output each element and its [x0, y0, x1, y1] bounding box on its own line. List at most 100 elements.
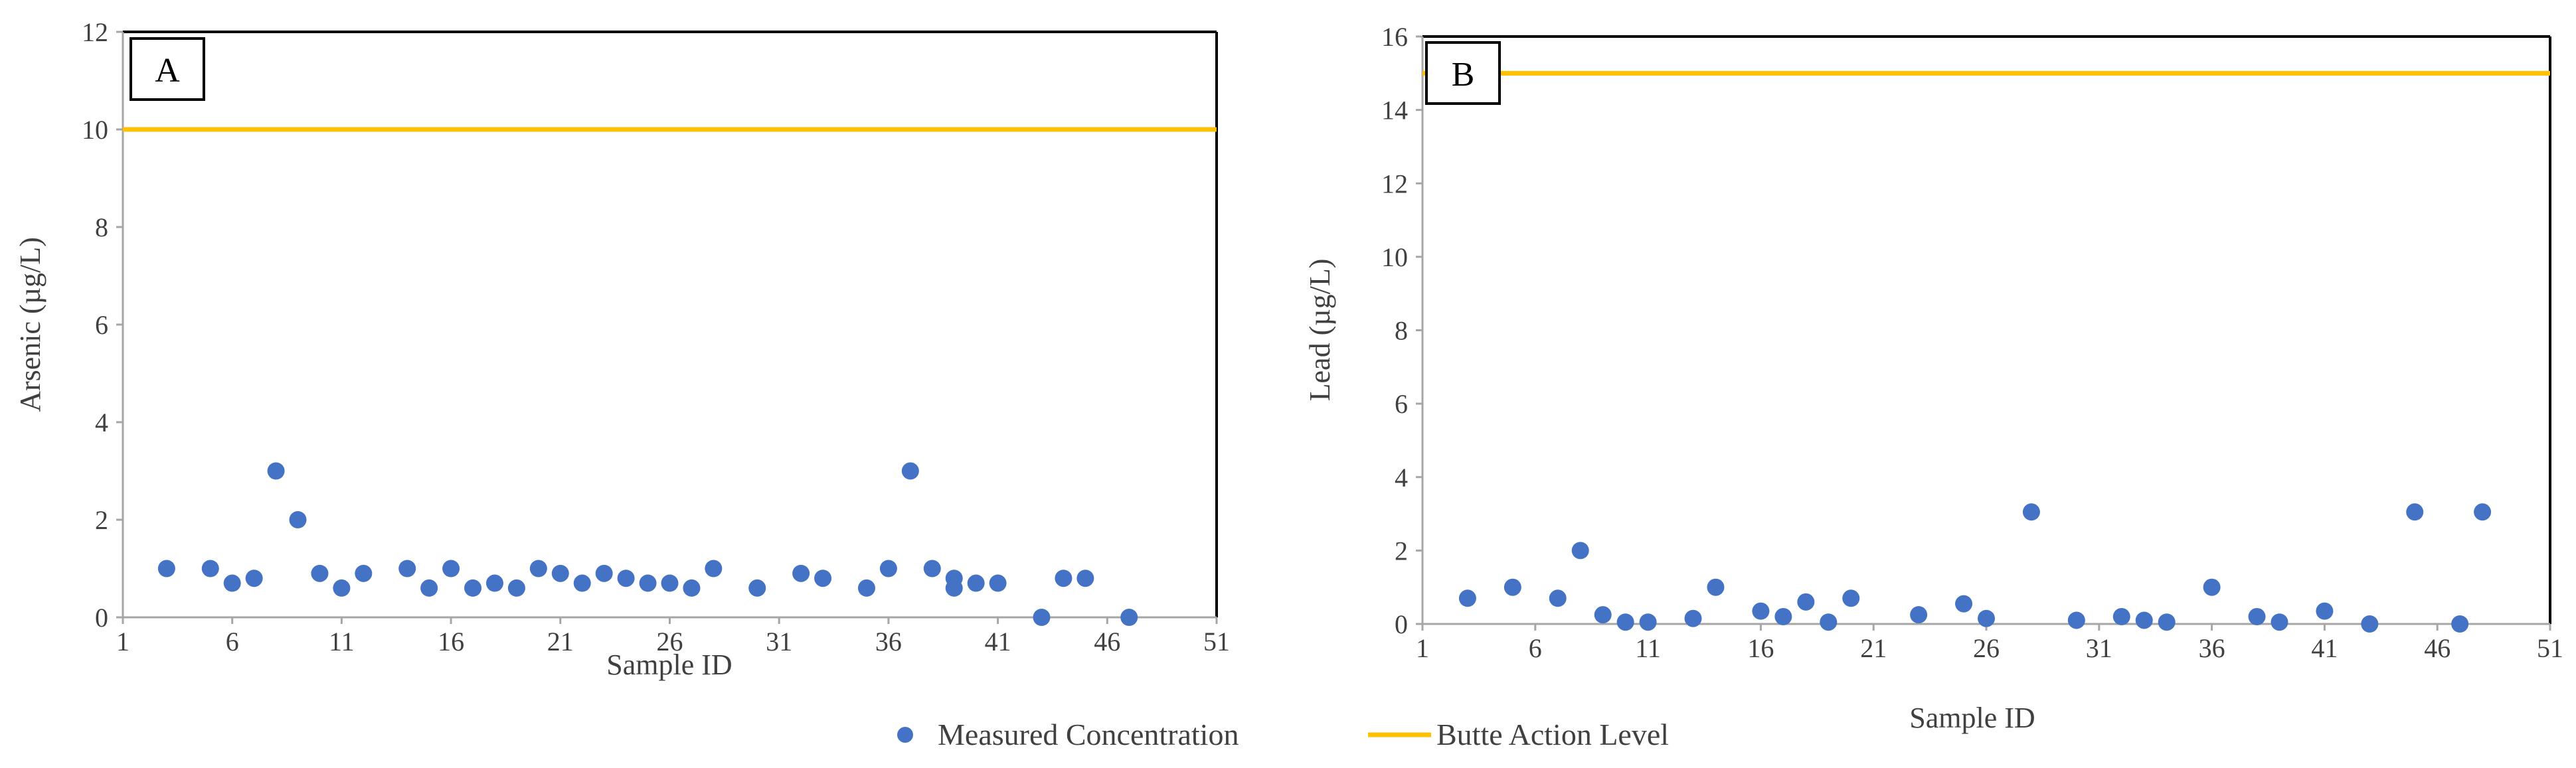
panel-b-data-point — [1797, 593, 1815, 611]
panel-a-data-point — [923, 560, 941, 577]
panel-a-data-point — [507, 579, 525, 597]
panel-a-data-point — [333, 579, 351, 597]
panel-a-y-tick-label: 12 — [82, 17, 108, 47]
panel-a-data-point — [442, 560, 460, 577]
panel-b-y-tick-label: 6 — [1395, 389, 1408, 419]
panel-b-x-tick-label: 6 — [1529, 633, 1542, 663]
panel-b-data-point — [1684, 609, 1702, 627]
panel-b-data-point — [2022, 503, 2040, 521]
panel-b-data-point — [2361, 615, 2379, 633]
panel-b-data-point — [1707, 578, 1725, 596]
panel-a-x-tick-label: 6 — [226, 627, 239, 656]
panel-a-data-point — [814, 570, 832, 587]
panel-b-x-tick-label: 16 — [1747, 633, 1774, 663]
panel-b-y-tick-label: 16 — [1381, 22, 1408, 52]
panel-b-y-tick-label: 8 — [1395, 316, 1408, 346]
panel-a-data-point — [245, 570, 263, 587]
panel-a-data-point — [967, 574, 985, 592]
panel-a-y-tick-label: 6 — [95, 310, 108, 340]
panel-b-data-point — [1820, 613, 1838, 631]
panel-a-data-point — [639, 574, 657, 592]
panel-b-frame — [1421, 35, 2551, 625]
legend: Measured Concentration Butte Action Leve… — [897, 718, 1669, 751]
panel-b-x-tick-label: 51 — [2537, 633, 2563, 663]
panel-b-data-point — [1978, 609, 1995, 627]
panel-a-x-label: Sample ID — [606, 649, 732, 681]
panel-b-label-box — [1425, 41, 1501, 105]
panel-a-data-point — [617, 570, 635, 587]
panel-b-data-point — [2271, 613, 2288, 631]
panel-a-x-tick-label: 1 — [116, 627, 129, 656]
panel-b-data-point — [2067, 611, 2085, 629]
panel-b-x-tick-label: 1 — [1416, 633, 1429, 663]
panel-b-x-tick-label: 26 — [1973, 633, 2000, 663]
panel-a-data-point — [1120, 609, 1138, 626]
panel-b-y-label: Lead (µg/L) — [1304, 259, 1336, 402]
panel-a-x-tick-label: 46 — [1094, 627, 1120, 656]
panel-a-data-point — [1055, 570, 1073, 587]
panel-a-data-point — [661, 574, 679, 592]
panel-a-data-point — [945, 579, 963, 597]
panel-a-data-point — [223, 574, 241, 592]
panel-a-data-point — [595, 564, 613, 582]
panel-b-data-point — [1774, 607, 1792, 625]
panel-a-data-point — [989, 574, 1007, 592]
panel-a-data-point — [420, 579, 438, 597]
panel-a-data-point — [157, 560, 175, 577]
panel-a-x-tick-label: 26 — [657, 627, 683, 656]
panel-a-data-point — [355, 564, 373, 582]
panel-b-data-point — [1955, 595, 1973, 613]
panel-a-data-point — [901, 462, 919, 480]
panel-a-data-point — [683, 579, 701, 597]
panel-a-data-point — [311, 564, 329, 582]
panel-a-data-point — [705, 560, 723, 577]
panel-b-data-point — [1594, 606, 1612, 624]
legend-measured-label: Measured Concentration — [938, 718, 1239, 751]
panel-b-y-tick-label: 14 — [1381, 96, 1408, 125]
panel-a-points — [157, 462, 1138, 626]
panel-b-data-point — [1503, 578, 1521, 596]
panel-a-x-tick-label: 41 — [985, 627, 1011, 656]
panel-a-data-point — [398, 560, 416, 577]
panel-b-y-tick-label: 10 — [1381, 242, 1408, 272]
panel-b-data-point — [2406, 503, 2424, 521]
panel-a-x-tick-label: 16 — [438, 627, 464, 656]
panel-b-y-tick-label: 12 — [1381, 169, 1408, 198]
panel-b-x-tick-label: 36 — [2199, 633, 2225, 663]
panel-a-data-point — [267, 462, 285, 480]
panel-a-data-point — [1076, 570, 1094, 587]
panel-a-x-tick-label: 36 — [875, 627, 902, 656]
panel-b-y-tick-label: 4 — [1395, 463, 1408, 493]
panel-a-y-label: Arsenic (µg/L) — [14, 237, 46, 412]
panel-b-data-point — [2316, 602, 2334, 620]
panel-b-data-point — [1549, 589, 1567, 607]
panel-a-data-point — [857, 579, 875, 597]
panel-a-x-tick-label: 51 — [1203, 627, 1230, 656]
panel-a-data-point — [201, 560, 219, 577]
panel-b-y-tick-label: 2 — [1395, 536, 1408, 566]
panel-b-data-point — [2474, 503, 2492, 521]
panel-a-data-point — [289, 511, 307, 528]
panel-a-data-point — [573, 574, 591, 592]
panel-a-label: A — [155, 52, 180, 90]
panel-a-x-tick-label: 21 — [547, 627, 574, 656]
panel-b-data-point — [2135, 611, 2153, 629]
panel-a-data-point — [748, 579, 766, 597]
panel-a-y-tick-label: 0 — [95, 603, 108, 633]
panel-b-data-point — [1616, 613, 1634, 631]
panel-a-data-point — [464, 579, 482, 597]
panel-a-data-point — [485, 574, 503, 592]
panel-b-points — [1458, 503, 2492, 633]
panel-a-data-point — [1033, 609, 1051, 626]
panel-b-data-point — [2158, 613, 2176, 631]
panel-b-data-point — [1571, 542, 1589, 560]
panel-b-x-tick-label: 11 — [1635, 633, 1661, 663]
panel-b-data-point — [2451, 615, 2469, 633]
panel-b-x-tick-label: 31 — [2086, 633, 2112, 663]
panel-a-frame — [122, 31, 1218, 619]
panel-b-data-point — [2203, 578, 2221, 596]
panel-a-data-point — [529, 560, 547, 577]
